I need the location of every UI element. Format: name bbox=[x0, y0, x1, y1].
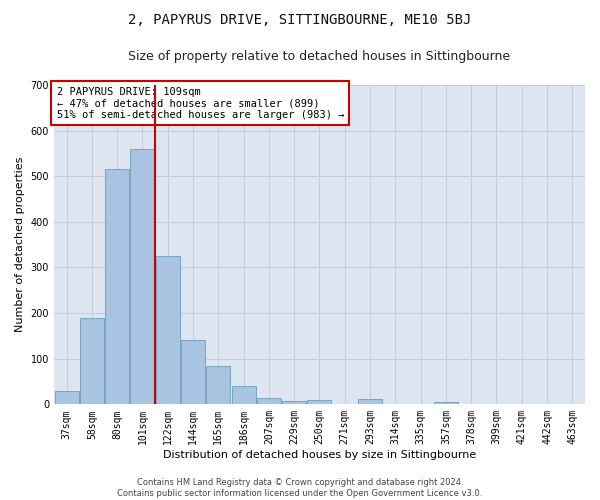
Text: Contains HM Land Registry data © Crown copyright and database right 2024.
Contai: Contains HM Land Registry data © Crown c… bbox=[118, 478, 482, 498]
Bar bbox=[282, 400, 306, 404]
Bar bbox=[206, 366, 230, 405]
Bar bbox=[105, 170, 129, 404]
X-axis label: Distribution of detached houses by size in Sittingbourne: Distribution of detached houses by size … bbox=[163, 450, 476, 460]
Text: 2, PAPYRUS DRIVE, SITTINGBOURNE, ME10 5BJ: 2, PAPYRUS DRIVE, SITTINGBOURNE, ME10 5B… bbox=[128, 12, 472, 26]
Bar bbox=[130, 149, 154, 405]
Bar bbox=[156, 256, 180, 404]
Bar bbox=[181, 340, 205, 404]
Bar bbox=[80, 318, 104, 404]
Y-axis label: Number of detached properties: Number of detached properties bbox=[15, 157, 25, 332]
Bar bbox=[434, 402, 458, 404]
Title: Size of property relative to detached houses in Sittingbourne: Size of property relative to detached ho… bbox=[128, 50, 511, 63]
Bar bbox=[257, 398, 281, 404]
Bar bbox=[232, 386, 256, 404]
Bar bbox=[358, 400, 382, 404]
Text: 2 PAPYRUS DRIVE: 109sqm
← 47% of detached houses are smaller (899)
51% of semi-d: 2 PAPYRUS DRIVE: 109sqm ← 47% of detache… bbox=[56, 86, 344, 120]
Bar bbox=[55, 390, 79, 404]
Bar bbox=[307, 400, 331, 404]
